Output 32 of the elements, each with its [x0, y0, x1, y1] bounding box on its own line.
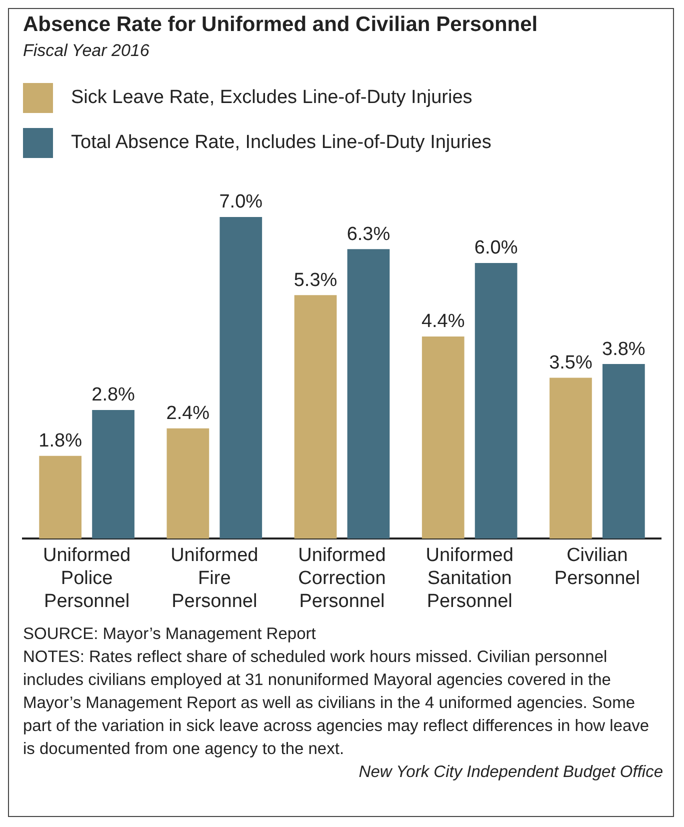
bar: [166, 428, 210, 539]
data-label: 3.5%: [549, 352, 592, 374]
data-label: 5.3%: [294, 270, 338, 291]
data-label: 2.8%: [92, 384, 136, 406]
bar: [92, 410, 134, 539]
x-tick-label: Uniformed Sanitation Personnel: [426, 545, 514, 612]
bar: [347, 249, 390, 539]
bar: [422, 336, 464, 539]
data-label: 7.0%: [219, 192, 263, 213]
bar: [550, 378, 592, 539]
data-label: 1.8%: [38, 430, 82, 452]
source-note: SOURCE: Mayor’s Management Report: [23, 624, 317, 645]
data-label: 6.3%: [346, 224, 390, 245]
bar: [294, 295, 337, 539]
bar: [220, 217, 262, 539]
bar: [39, 456, 82, 539]
x-tick-label: Uniformed Fire Personnel: [170, 545, 258, 612]
chart-subtitle: Fiscal Year 2016: [23, 41, 150, 61]
data-label: 3.8%: [602, 338, 646, 360]
bar: [474, 262, 518, 539]
text: New York City Independent Budget Office: [358, 762, 663, 783]
data-label: 2.4%: [166, 403, 210, 424]
legend-label: Total Absence Rate, Includes Line-of-Duty Injuries: [71, 132, 492, 154]
data-label: 4.4%: [421, 311, 465, 332]
x-tick-label: Uniformed Police Personnel: [42, 545, 131, 612]
chart-title: Absence Rate for Uniformed and Civilian Personnel: [23, 13, 538, 37]
text: NOTES: Rates reflect share of scheduled work hours missed. Civilian personnel includes civilians employed at 31 nonuniformed Mayoral agencies covered in the Mayor’s Management Report as well as civilians in the 4 uniformed agencies. Some part of the variation in sick leave across agencies may reflect differences in how leave is documented from one agency to the next.: [23, 647, 650, 760]
x-tick-label: Uniformed Correction Personnel: [298, 545, 386, 612]
data-label: 6.0%: [474, 238, 518, 259]
x-tick-label: Civilian Personnel: [554, 545, 640, 590]
legend-label: Sick Leave Rate, Excludes Line-of-Duty Injuries: [71, 86, 472, 108]
bar: [602, 364, 645, 539]
